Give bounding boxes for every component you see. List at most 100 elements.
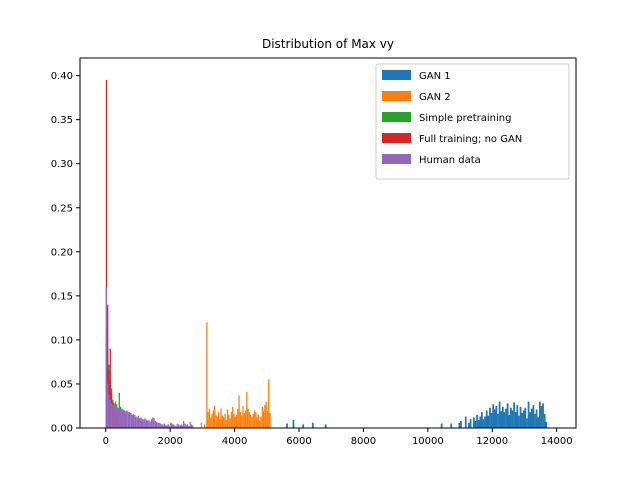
bar <box>217 412 220 428</box>
bar <box>105 287 108 428</box>
bar <box>176 423 178 428</box>
bar <box>150 419 153 428</box>
bar <box>261 406 263 428</box>
legend-swatch <box>382 133 411 143</box>
bar <box>477 420 480 428</box>
bar <box>458 422 461 428</box>
bar <box>107 304 109 428</box>
bar <box>149 421 151 428</box>
bar <box>113 405 115 428</box>
bar <box>257 414 260 428</box>
y-tick-label: 0.40 <box>51 71 73 82</box>
bar <box>184 423 186 428</box>
bar <box>154 420 157 428</box>
bar <box>508 414 511 428</box>
legend-label: Simple pretraining <box>419 113 511 124</box>
bar <box>506 403 509 428</box>
bar <box>105 80 108 429</box>
bar <box>170 422 172 428</box>
bar <box>234 416 236 428</box>
bar <box>542 403 544 428</box>
y-tick-label: 0.35 <box>51 115 73 126</box>
bar <box>311 422 314 428</box>
bar <box>250 414 252 428</box>
bar <box>179 425 181 428</box>
bar <box>110 403 113 428</box>
series-0 <box>286 401 548 428</box>
bar <box>177 424 180 428</box>
bar <box>116 406 118 428</box>
bar <box>163 423 166 428</box>
bar <box>242 405 244 428</box>
bar <box>213 405 216 428</box>
bar <box>260 416 262 428</box>
bar <box>175 426 177 428</box>
bar <box>132 413 135 428</box>
bar <box>172 424 175 428</box>
bar <box>246 391 248 428</box>
bar <box>161 424 163 428</box>
bar <box>127 412 129 428</box>
bar <box>262 411 265 428</box>
y-tick-label: 0.20 <box>51 247 73 258</box>
bar <box>522 410 525 428</box>
x-tick-label: 4000 <box>222 436 247 447</box>
bar <box>251 417 253 428</box>
bar <box>148 420 150 428</box>
bar <box>189 421 191 428</box>
legend-label: Full training; no GAN <box>419 134 522 145</box>
bar <box>141 419 144 428</box>
bar <box>255 412 257 428</box>
bar <box>476 414 478 428</box>
bar <box>230 412 233 428</box>
bar <box>174 425 176 428</box>
bar <box>137 415 140 428</box>
x-tick-label: 0 <box>103 436 109 447</box>
bar <box>143 419 145 428</box>
bar <box>524 407 527 428</box>
bar <box>256 417 258 428</box>
bar <box>237 408 239 428</box>
bar <box>183 420 185 428</box>
bar <box>480 412 483 428</box>
y-tick-label: 0.30 <box>51 159 73 170</box>
y-tick-label: 0.15 <box>51 291 73 302</box>
bar <box>460 420 462 428</box>
bar <box>216 416 218 428</box>
bar <box>206 322 208 428</box>
bar <box>130 413 132 428</box>
bar <box>501 406 504 428</box>
bar <box>518 415 520 428</box>
series-3 <box>105 80 119 429</box>
bar <box>118 408 120 428</box>
bar <box>112 405 114 428</box>
bar <box>324 424 327 428</box>
bar <box>482 419 485 428</box>
bar <box>109 399 111 428</box>
bar <box>232 406 234 428</box>
x-tick-label: 8000 <box>351 436 376 447</box>
bar <box>108 394 110 428</box>
bar <box>121 408 123 428</box>
bar <box>125 411 127 428</box>
bar <box>543 413 546 428</box>
bar <box>158 422 160 428</box>
bar <box>540 405 543 428</box>
bar <box>192 425 194 428</box>
y-tick-label: 0.00 <box>51 424 73 435</box>
bar <box>223 417 225 428</box>
bar <box>485 410 488 428</box>
y-tick-label: 0.25 <box>51 203 73 214</box>
bar <box>128 412 131 428</box>
bar <box>185 425 187 428</box>
bar <box>252 413 254 428</box>
bar <box>489 407 491 428</box>
bar <box>529 412 532 428</box>
bar <box>474 420 477 428</box>
bar <box>241 415 243 428</box>
bar <box>259 420 261 428</box>
bar <box>226 409 229 428</box>
bar <box>212 410 214 428</box>
bar <box>472 417 475 428</box>
